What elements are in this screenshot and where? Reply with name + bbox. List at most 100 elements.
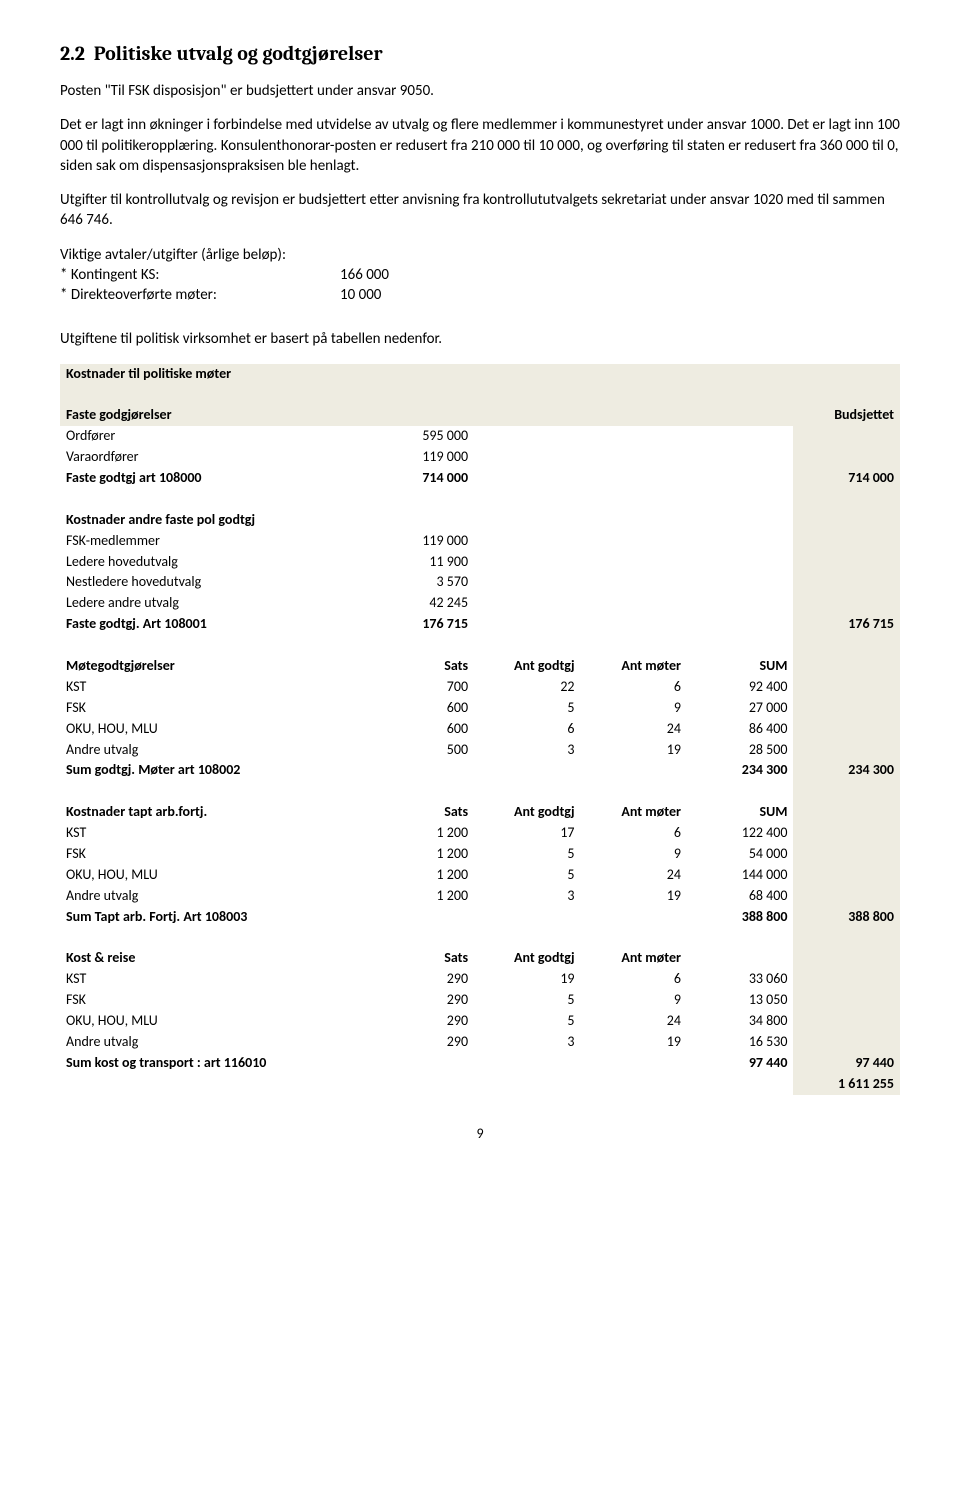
cell: KST [60, 823, 368, 844]
cell: 9 [581, 844, 687, 865]
cell: 86 400 [687, 719, 793, 740]
tapt-header-label: Kostnader tapt arb.fortj. [60, 802, 368, 823]
row-label: Faste godtgj art 108000 [60, 468, 368, 489]
cell: KST [60, 969, 368, 990]
col-header: Sats [368, 948, 474, 969]
cell: 122 400 [687, 823, 793, 844]
sum-value: 388 800 [687, 907, 793, 928]
cell: 24 [581, 1011, 687, 1032]
cell: 1 200 [368, 844, 474, 865]
sum-total: 234 300 [793, 760, 900, 781]
table-row: KST 1 200 17 6 122 400 [60, 823, 900, 844]
row-value: 119 000 [368, 531, 474, 552]
cell: 600 [368, 698, 474, 719]
cell: 19 [581, 740, 687, 761]
cell: 5 [474, 844, 580, 865]
cell: FSK [60, 698, 368, 719]
row-total: 714 000 [793, 468, 900, 489]
table-row: OKU, HOU, MLU 600 6 24 86 400 [60, 719, 900, 740]
row-total: 176 715 [793, 614, 900, 635]
col-header: Sats [368, 802, 474, 823]
cell: 290 [368, 1011, 474, 1032]
agreements-block: Viktige avtaler/utgifter (årlige beløp):… [60, 245, 900, 306]
section-title-text: Politiske utvalg og godtgjørelser [94, 42, 383, 65]
row-label: Varaordfører [60, 447, 368, 468]
cell: 290 [368, 969, 474, 990]
cell: 5 [474, 1011, 580, 1032]
cell: 16 530 [687, 1032, 793, 1053]
table-row: Andre utvalg 500 3 19 28 500 [60, 740, 900, 761]
sum-label: Sum godtgj. Møter art 108002 [60, 760, 368, 781]
cell: 9 [581, 698, 687, 719]
grand-total: 1 611 255 [793, 1074, 900, 1095]
cell: 33 060 [687, 969, 793, 990]
cell: 6 [581, 823, 687, 844]
col-header: Ant godtgj [474, 802, 580, 823]
cell: 24 [581, 865, 687, 886]
section-number: 2.2 [60, 42, 85, 65]
row-value: 176 715 [368, 614, 474, 635]
table-row: Andre utvalg 290 3 19 16 530 [60, 1032, 900, 1053]
row-label: Ledere hovedutvalg [60, 552, 368, 573]
row-label: Nestledere hovedutvalg [60, 572, 368, 593]
row-label: Faste godtgj. Art 108001 [60, 614, 368, 635]
col-header: Ant møter [581, 802, 687, 823]
cell: 34 800 [687, 1011, 793, 1032]
table-row: FSK 600 5 9 27 000 [60, 698, 900, 719]
sum-label: Sum kost og transport : art 116010 [60, 1053, 368, 1074]
row-label: Ordfører [60, 426, 368, 447]
table-row: FSK 290 5 9 13 050 [60, 990, 900, 1011]
cell: 600 [368, 719, 474, 740]
table-row: KST 700 22 6 92 400 [60, 677, 900, 698]
agreement-row: * Kontingent KS: 166 000 [60, 265, 900, 285]
agreement-row: * Direkteoverførte møter: 10 000 [60, 285, 900, 305]
cell: 5 [474, 990, 580, 1011]
cell: 1 200 [368, 886, 474, 907]
cell: 92 400 [687, 677, 793, 698]
cell: Andre utvalg [60, 1032, 368, 1053]
paragraph-1: Posten "Til FSK disposisjon" er budsjett… [60, 81, 900, 101]
cell: 700 [368, 677, 474, 698]
cell: 6 [474, 719, 580, 740]
cell: 28 500 [687, 740, 793, 761]
agreements-heading: Viktige avtaler/utgifter (årlige beløp): [60, 245, 900, 265]
row-label: Ledere andre utvalg [60, 593, 368, 614]
andre-faste-header: Kostnader andre faste pol godtgj [60, 510, 793, 531]
col-header: Sats [368, 656, 474, 677]
sum-value: 97 440 [687, 1053, 793, 1074]
row-value: 714 000 [368, 468, 474, 489]
table-row: KST 290 19 6 33 060 [60, 969, 900, 990]
faste-godgj-header: Faste godgjørelser [60, 405, 368, 426]
cell: 24 [581, 719, 687, 740]
cell: 5 [474, 865, 580, 886]
cell: 68 400 [687, 886, 793, 907]
col-header: Ant godtgj [474, 656, 580, 677]
cell: 3 [474, 1032, 580, 1053]
sum-value: 234 300 [687, 760, 793, 781]
table-row: Andre utvalg 1 200 3 19 68 400 [60, 886, 900, 907]
cell: Andre utvalg [60, 886, 368, 907]
table-intro: Utgiftene til politisk virksomhet er bas… [60, 329, 900, 349]
cell: 6 [581, 677, 687, 698]
table-row: OKU, HOU, MLU 1 200 5 24 144 000 [60, 865, 900, 886]
cell: OKU, HOU, MLU [60, 865, 368, 886]
row-value: 595 000 [368, 426, 474, 447]
cell: 54 000 [687, 844, 793, 865]
cell: KST [60, 677, 368, 698]
paragraph-2: Det er lagt inn økninger i forbindelse m… [60, 115, 900, 176]
table-row: FSK 1 200 5 9 54 000 [60, 844, 900, 865]
cell: 9 [581, 990, 687, 1011]
cell: 3 [474, 886, 580, 907]
sum-total: 388 800 [793, 907, 900, 928]
cell: 17 [474, 823, 580, 844]
table-banner: Kostnader til politiske møter [60, 364, 900, 385]
cell: OKU, HOU, MLU [60, 1011, 368, 1032]
cell: 6 [581, 969, 687, 990]
table-row: OKU, HOU, MLU 290 5 24 34 800 [60, 1011, 900, 1032]
kost-header-label: Kost & reise [60, 948, 368, 969]
row-label: FSK-medlemmer [60, 531, 368, 552]
agreement-value: 166 000 [340, 265, 440, 285]
agreement-label: * Direkteoverførte møter: [60, 285, 340, 305]
cell: FSK [60, 990, 368, 1011]
page-number: 9 [60, 1125, 900, 1144]
